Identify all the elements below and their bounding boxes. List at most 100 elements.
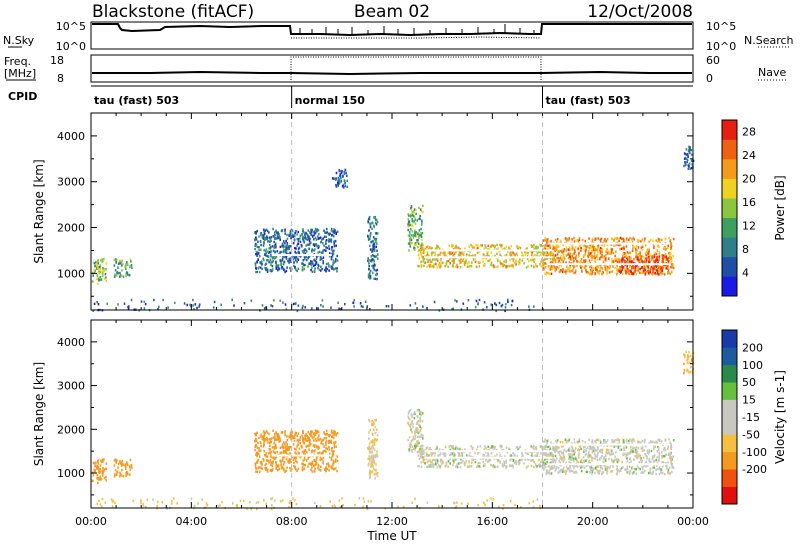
y-tick-label: 3000 bbox=[57, 176, 85, 189]
echo-region bbox=[113, 258, 133, 278]
colorbar-swatch bbox=[722, 399, 737, 418]
colorbar-swatch bbox=[722, 382, 737, 400]
y-tick-label: 4000 bbox=[57, 336, 85, 349]
colorbar-tick-label: -15 bbox=[742, 411, 760, 424]
y-tick-label: 2000 bbox=[57, 222, 85, 235]
colorbar-swatch bbox=[722, 178, 737, 199]
x-tick-label: 00:00 bbox=[677, 515, 709, 528]
data-gap bbox=[271, 254, 332, 257]
colorbar-tick-label: 20 bbox=[742, 173, 756, 186]
cpid-segment-label: tau (fast) 503 bbox=[94, 94, 179, 107]
freq-tick-low: 8 bbox=[57, 72, 64, 85]
cpid-segment-label: normal 150 bbox=[295, 94, 366, 107]
nsky-tick-high: 10^5 bbox=[56, 20, 86, 33]
freq-strip: Freq. [MHz] 18 8 60 0 Nave bbox=[4, 54, 786, 85]
echo-region bbox=[91, 257, 108, 285]
colorbar-swatch bbox=[722, 120, 737, 140]
x-tick-label: 00:00 bbox=[75, 515, 107, 528]
data-gap bbox=[547, 242, 668, 245]
colorbar-swatch bbox=[722, 237, 737, 258]
colorbar-swatch bbox=[722, 159, 737, 179]
panel-power: 1000 2000 3000 4000 Slant Range [km] bbox=[32, 112, 695, 313]
colorbar-tick-label: -200 bbox=[742, 463, 767, 476]
cpid-label: CPID bbox=[8, 90, 37, 103]
x-tick-label: 08:00 bbox=[276, 515, 308, 528]
data-gap bbox=[547, 443, 668, 446]
nsky-line bbox=[92, 23, 692, 37]
station-title: Blackstone (fitACF) bbox=[92, 2, 254, 22]
echo-region bbox=[113, 458, 133, 478]
colorbar-swatch bbox=[722, 198, 737, 219]
data-gap bbox=[424, 249, 553, 252]
colorbar-swatch bbox=[722, 486, 737, 505]
nsky-strip: N.Sky 10^5 10^0 10^5 10^0 N.Search bbox=[3, 20, 794, 53]
nsearch-line bbox=[291, 36, 542, 39]
freq-line bbox=[92, 70, 692, 76]
colorbar-swatch bbox=[722, 434, 737, 453]
colorbar-tick-label: 16 bbox=[742, 196, 756, 209]
colorbar-label: Power [dB] bbox=[773, 175, 787, 240]
data-gap bbox=[424, 456, 553, 459]
panel-frame bbox=[90, 112, 694, 311]
echo-region bbox=[417, 243, 557, 269]
colorbar-tick-label: 4 bbox=[742, 267, 749, 280]
echo-region bbox=[331, 168, 349, 189]
freq-strip-frame bbox=[90, 54, 694, 83]
echo-region bbox=[407, 204, 424, 252]
colorbar-swatch bbox=[722, 417, 737, 435]
x-tick-label: 12:00 bbox=[376, 515, 408, 528]
nsearch-tick-low: 10^0 bbox=[706, 40, 736, 53]
colorbars: 4 8 12 16 20 24 28 Power [dB] 200 100 50 15 -15 -50 -1… bbox=[721, 119, 787, 505]
beam-title: Beam 02 bbox=[354, 2, 430, 22]
nsearch-tick-high: 10^5 bbox=[706, 20, 736, 33]
echo-region bbox=[618, 255, 670, 276]
y-axis-label: Slant Range [km] bbox=[32, 362, 46, 466]
date-title: 12/Oct/2008 bbox=[587, 2, 693, 22]
y-tick-label: 2000 bbox=[57, 423, 85, 436]
colorbar-swatch bbox=[722, 469, 737, 487]
y-tick-label: 1000 bbox=[57, 467, 85, 480]
colorbar-swatch bbox=[722, 364, 737, 383]
x-axis-label: Time UT bbox=[366, 529, 417, 543]
colorbar-tick-label: -100 bbox=[742, 446, 767, 459]
data-gap bbox=[424, 450, 553, 453]
x-tick-label: 04:00 bbox=[175, 515, 207, 528]
panel-frame bbox=[90, 319, 694, 509]
data-gap bbox=[424, 256, 553, 259]
colorbar-swatch bbox=[722, 217, 737, 238]
colorbar-tick-label: 24 bbox=[742, 149, 756, 162]
cpid-strip: CPID tau (fast) 503 normal 150 tau (fast) … bbox=[8, 85, 693, 108]
nave-label: Nave bbox=[758, 66, 786, 79]
velocity-colorbar: 200 100 50 15 -15 -50 -100 -200 Velocity [m s-1] bbox=[721, 329, 787, 505]
cpid-segment-label: tau (fast) 503 bbox=[546, 94, 631, 107]
colorbar-frame bbox=[721, 329, 738, 505]
echo-region bbox=[542, 438, 675, 476]
data-gap bbox=[547, 263, 668, 266]
x-tick-label: 20:00 bbox=[577, 515, 609, 528]
cpid-segments: tau (fast) 503 normal 150 tau (fast) 503 bbox=[94, 86, 631, 108]
heatmap-panels: 1000 2000 3000 4000 Slant Range [km] 1000 2000… bbox=[32, 112, 709, 543]
colorbar-tick-label: 200 bbox=[742, 341, 763, 354]
colorbar-label: Velocity [m s-1] bbox=[773, 370, 787, 464]
echo-region bbox=[92, 298, 544, 313]
colorbar-tick-label: 8 bbox=[742, 243, 749, 256]
data-gap bbox=[271, 454, 332, 457]
colorbar-tick-label: 100 bbox=[742, 359, 763, 372]
nsky-label: N.Sky bbox=[3, 34, 35, 47]
echo-region bbox=[91, 458, 108, 485]
echo-region bbox=[417, 444, 557, 469]
echo-region bbox=[254, 227, 339, 274]
y-tick-label: 3000 bbox=[57, 380, 85, 393]
echo-region bbox=[367, 215, 379, 281]
echo-region bbox=[407, 408, 424, 454]
data-gap bbox=[547, 463, 668, 466]
nsky-strip-frame bbox=[90, 21, 694, 50]
x-tick-label: 16:00 bbox=[476, 515, 508, 528]
colorbar-tick-label: 15 bbox=[742, 394, 756, 407]
colorbar-frame bbox=[721, 119, 738, 297]
colorbar-swatch bbox=[722, 276, 737, 297]
echo-region bbox=[254, 429, 339, 474]
freq-label-line2: [MHz] bbox=[4, 67, 36, 80]
freq-label-line1: Freq. bbox=[4, 55, 31, 68]
